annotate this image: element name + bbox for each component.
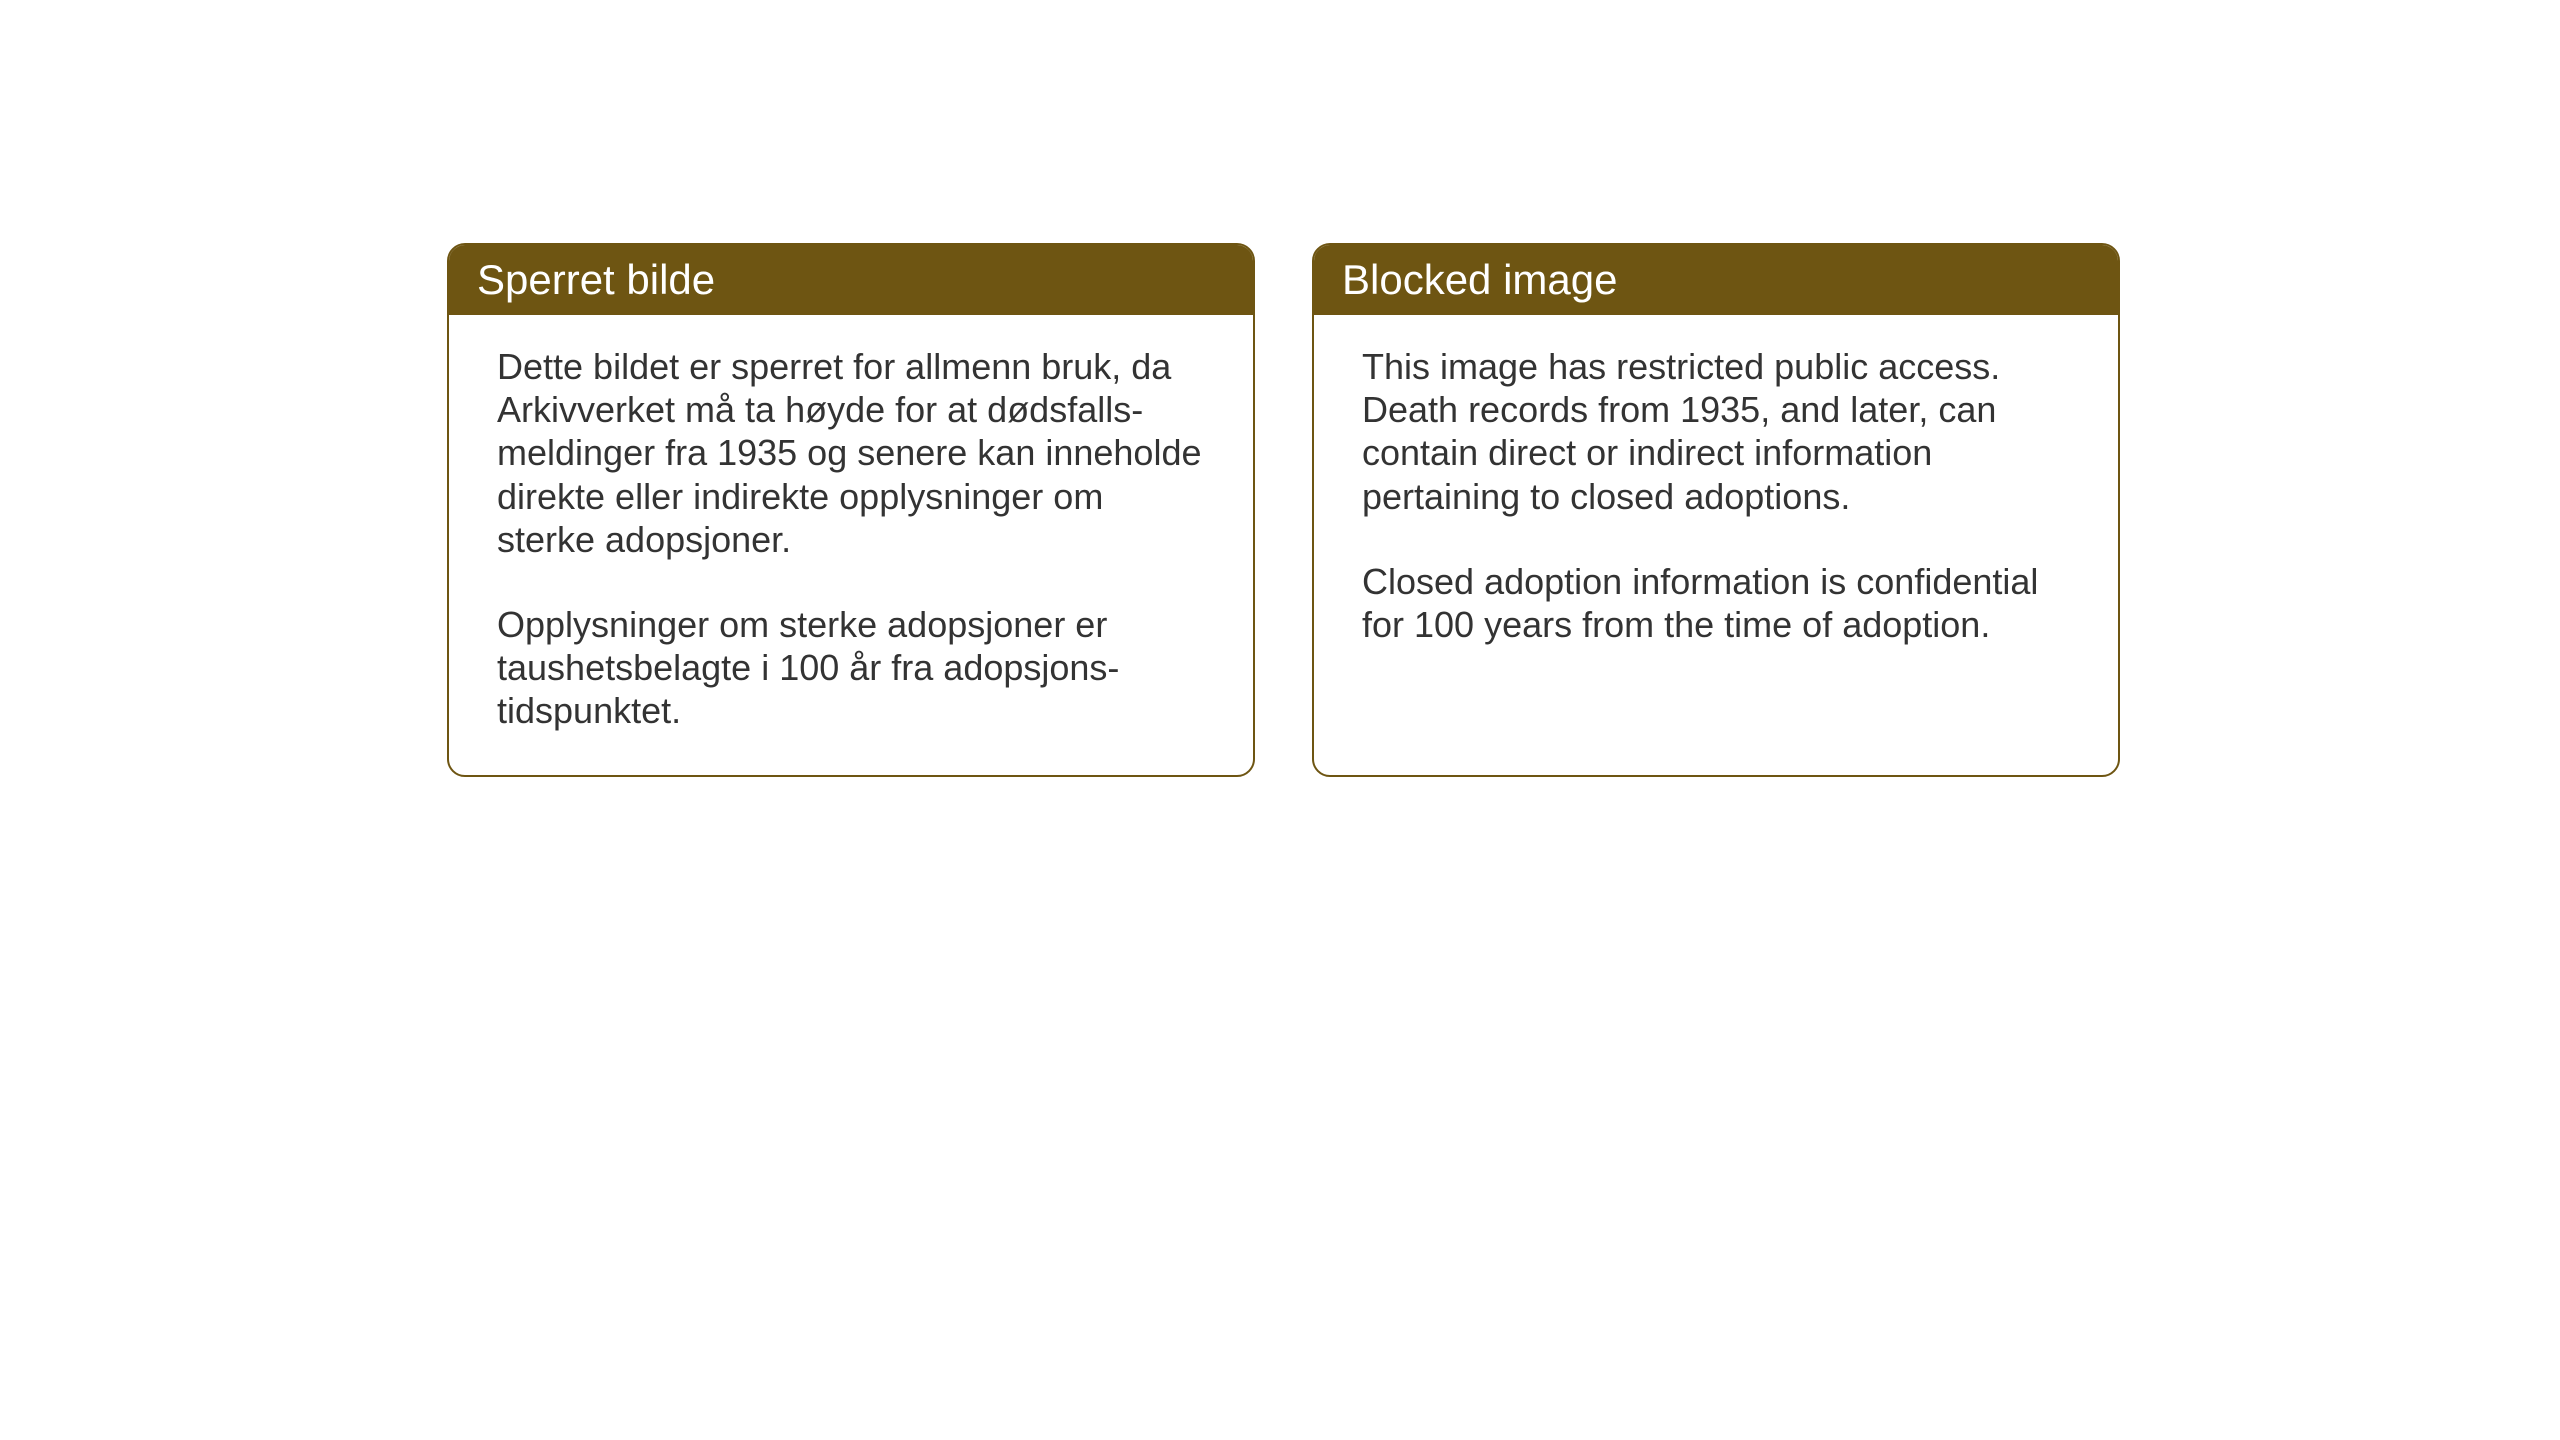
card-paragraph-english-1: This image has restricted public access.…	[1362, 345, 2070, 518]
card-header-norwegian: Sperret bilde	[449, 245, 1253, 315]
card-title-norwegian: Sperret bilde	[477, 256, 715, 303]
card-body-english: This image has restricted public access.…	[1314, 315, 2118, 760]
card-paragraph-norwegian-1: Dette bildet er sperret for allmenn bruk…	[497, 345, 1205, 561]
cards-container: Sperret bilde Dette bildet er sperret fo…	[447, 243, 2120, 777]
card-header-english: Blocked image	[1314, 245, 2118, 315]
card-english: Blocked image This image has restricted …	[1312, 243, 2120, 777]
card-title-english: Blocked image	[1342, 256, 1617, 303]
card-paragraph-norwegian-2: Opplysninger om sterke adopsjoner er tau…	[497, 603, 1205, 733]
card-norwegian: Sperret bilde Dette bildet er sperret fo…	[447, 243, 1255, 777]
card-body-norwegian: Dette bildet er sperret for allmenn bruk…	[449, 315, 1253, 775]
card-paragraph-english-2: Closed adoption information is confident…	[1362, 560, 2070, 646]
